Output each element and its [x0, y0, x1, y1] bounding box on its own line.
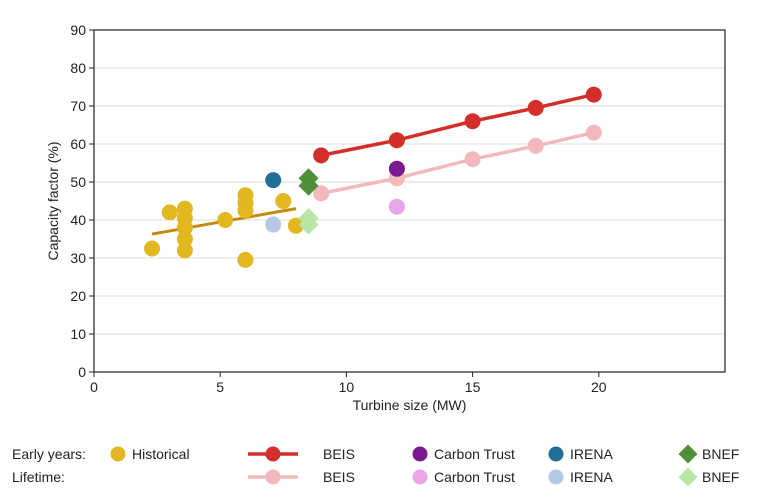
legend-row-label-1: Lifetime:: [12, 469, 65, 485]
point-early-years-beis-4: [585, 86, 602, 103]
legend-marker-lifetime-bnef: [678, 467, 698, 487]
legend-label-early-years-historical: Historical: [132, 446, 190, 462]
y-tick-label-60: 60: [70, 136, 86, 152]
point-early-years-historical-7: [217, 212, 234, 228]
series-early-years-irena: [265, 172, 282, 189]
plot-area-frame: [93, 29, 726, 373]
point-lifetime-bnef-1: [298, 214, 319, 235]
legend-label-lifetime-bnef: BNEF: [702, 469, 739, 485]
point-lifetime-beis-3: [527, 137, 544, 154]
legend-marker-early-years-beis: [265, 446, 281, 462]
point-early-years-beis-2: [464, 113, 481, 130]
point-early-years-historical-0: [144, 240, 161, 257]
point-lifetime-beis-2: [464, 151, 481, 168]
x-tick-label-15: 15: [465, 379, 481, 395]
point-early-years-historical-13: [287, 217, 304, 234]
point-early-years-historical-12: [275, 193, 292, 209]
y-tick-label-40: 40: [70, 212, 86, 228]
point-early-years-historical-11: [237, 251, 254, 268]
legend-marker-lifetime-irena: [548, 469, 564, 485]
data-marks: [144, 86, 602, 268]
y-tick-label-50: 50: [70, 174, 86, 190]
series-lifetime-irena: [265, 216, 282, 233]
point-early-years-beis-3: [527, 99, 544, 116]
point-early-years-historical-4: [176, 219, 193, 236]
series-early-years-carbon-trust: [388, 160, 405, 177]
legend-label-lifetime-irena: IRENA: [570, 469, 613, 485]
legend-marker-early-years-bnef: [678, 444, 698, 464]
series-lifetime-carbon-trust: [388, 198, 405, 215]
legend: Early years: Historical BEIS Carbon Trust IR…: [12, 444, 739, 487]
legend-label-early-years-irena: IRENA: [570, 446, 613, 462]
legend-label-early-years-carbon-trust: Carbon Trust: [434, 446, 515, 462]
x-axis-label: Turbine size (MW): [353, 397, 467, 413]
legend-marker-lifetime-beis: [265, 469, 281, 485]
legend-label-early-years-beis: BEIS: [323, 446, 355, 462]
legend-marker-early-years-historical: [110, 446, 126, 462]
y-tick-label-10: 10: [70, 326, 86, 342]
y-axis-label: Capacity factor (%): [45, 141, 61, 260]
point-lifetime-beis-0: [313, 185, 330, 202]
legend-marker-early-years-irena: [548, 446, 564, 462]
x-tick-label-5: 5: [216, 379, 224, 395]
y-tick-label-30: 30: [70, 250, 86, 266]
y-tick-label-90: 90: [70, 22, 86, 38]
point-early-years-carbon-trust-0: [388, 160, 405, 177]
gridlines: [94, 67, 725, 335]
point-lifetime-beis-4: [585, 124, 602, 141]
point-early-years-beis-0: [313, 147, 330, 164]
point-lifetime-carbon-trust-0: [388, 198, 405, 215]
point-early-years-bnef-1: [298, 175, 319, 196]
axis-ticks: 0 10 20 30 40 50 60 70 80 90 0 5 10 15 20: [70, 22, 606, 395]
x-tick-label-10: 10: [339, 379, 355, 395]
point-early-years-historical-1: [161, 204, 178, 221]
y-tick-label-0: 0: [78, 364, 86, 380]
point-early-years-historical-10: [237, 202, 254, 219]
legend-label-lifetime-carbon-trust: Carbon Trust: [434, 469, 515, 485]
series-early-years-bnef: [298, 168, 319, 196]
y-tick-label-20: 20: [70, 288, 86, 304]
series-line-early-years-beis: [320, 92, 595, 158]
point-early-years-historical-6: [176, 242, 193, 259]
legend-label-early-years-bnef: BNEF: [702, 446, 739, 462]
point-early-years-irena-0: [265, 172, 282, 189]
legend-label-lifetime-beis: BEIS: [323, 469, 355, 485]
y-tick-label-70: 70: [70, 98, 86, 114]
legend-marker-lifetime-carbon-trust: [412, 469, 428, 485]
point-lifetime-irena-0: [265, 216, 282, 233]
legend-marker-early-years-carbon-trust: [412, 446, 428, 462]
series-lifetime-beis: [313, 124, 602, 202]
point-early-years-beis-1: [388, 132, 405, 149]
series-lifetime-bnef: [298, 208, 319, 235]
x-tick-label-20: 20: [591, 379, 607, 395]
x-tick-label-0: 0: [90, 379, 98, 395]
legend-row-label-0: Early years:: [12, 446, 86, 462]
series-early-years-beis: [313, 86, 602, 164]
y-tick-label-80: 80: [70, 60, 86, 76]
series-early-years-historical: [144, 187, 304, 268]
series-line-lifetime-beis: [320, 130, 595, 196]
point-early-years-historical-5: [176, 231, 193, 247]
